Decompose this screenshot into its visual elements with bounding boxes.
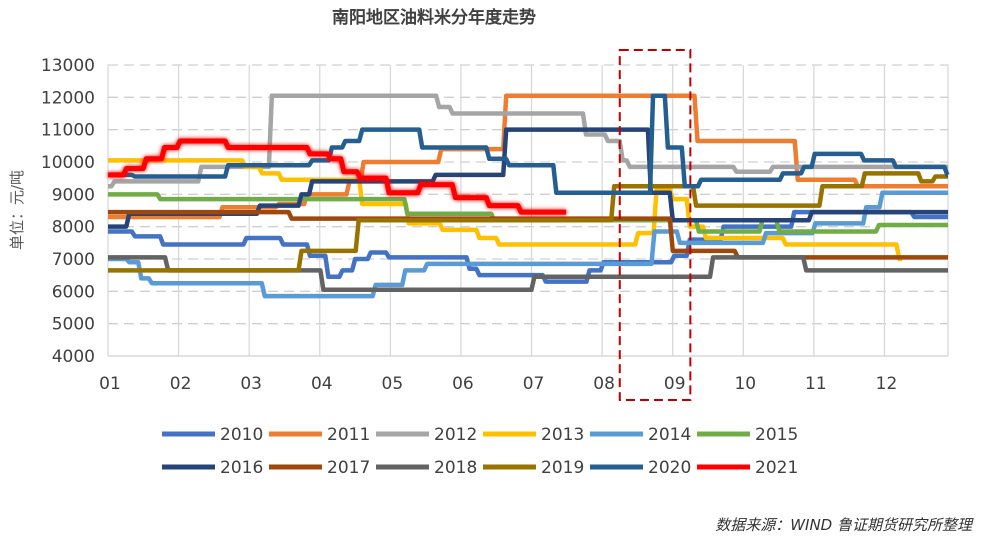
x-tick-label: 05	[382, 374, 404, 394]
legend: 2010 2011 2012 2013 2014 2015 2016 2017 2018 2019…	[162, 425, 798, 478]
x-tick-label: 11	[805, 374, 827, 394]
x-tick-label: 06	[452, 374, 474, 394]
legend-label: 2016	[220, 458, 263, 478]
series-line-2013	[108, 158, 903, 262]
legend-item-2015: 2015	[697, 425, 798, 445]
x-tick-label: 01	[99, 374, 121, 394]
series-line-2010	[108, 209, 948, 284]
y-tick-label: 8000	[52, 218, 95, 238]
series-line-2020	[108, 93, 950, 195]
series-line-2021	[108, 138, 567, 215]
x-axis-ticks: 01 02 03 04 05 06 07 08 09 10 11 12	[99, 374, 897, 394]
legend-item-2010: 2010	[162, 425, 263, 445]
y-tick-label: 6000	[52, 282, 95, 302]
legend-label: 2017	[327, 458, 370, 478]
legend-item-2017: 2017	[269, 458, 370, 478]
y-tick-label: 11000	[41, 121, 95, 141]
y-tick-label: 9000	[52, 185, 95, 205]
legend-label: 2018	[434, 458, 477, 478]
legend-label: 2014	[648, 425, 691, 445]
legend-item-2016: 2016	[162, 458, 263, 478]
x-tick-label: 02	[170, 374, 192, 394]
x-tick-label: 03	[240, 374, 262, 394]
legend-item-2020: 2020	[590, 458, 691, 478]
legend-item-2021: 2021	[697, 458, 798, 478]
legend-item-2012: 2012	[376, 425, 477, 445]
y-tick-label: 10000	[41, 153, 95, 173]
y-tick-label: 12000	[41, 88, 95, 108]
legend-label: 2015	[755, 425, 798, 445]
x-tick-label: 07	[523, 374, 545, 394]
legend-label: 2019	[541, 458, 584, 478]
legend-label: 2010	[220, 425, 263, 445]
legend-label: 2021	[755, 458, 798, 478]
y-tick-label: 13000	[41, 56, 95, 76]
legend-label: 2013	[541, 425, 584, 445]
chart-title: 南阳地区油料米分年度走势	[332, 7, 536, 28]
legend-item-2019: 2019	[483, 458, 584, 478]
source-note: 数据来源：WIND 鲁证期货研究所整理	[715, 516, 974, 534]
legend-item-2011: 2011	[269, 425, 370, 445]
series-lines	[108, 93, 950, 299]
y-tick-label: 7000	[52, 250, 95, 270]
x-tick-label: 10	[734, 374, 756, 394]
legend-label: 2012	[434, 425, 477, 445]
y-axis-ticks: 4000 5000 6000 7000 8000 9000 10000 11000 12000 1…	[41, 56, 95, 367]
x-tick-label: 08	[593, 374, 615, 394]
series-line-2015	[108, 192, 948, 234]
series-line-2019	[108, 171, 948, 273]
y-axis-label: 单位：元/吨	[8, 170, 26, 250]
legend-item-2018: 2018	[376, 458, 477, 478]
series-line-2014	[108, 190, 948, 299]
series-line-2012	[108, 93, 948, 189]
y-tick-label: 5000	[52, 315, 95, 335]
x-tick-label: 04	[311, 374, 333, 394]
legend-label: 2011	[327, 425, 370, 445]
legend-item-2014: 2014	[590, 425, 691, 445]
legend-item-2013: 2013	[483, 425, 584, 445]
x-tick-label: 09	[664, 374, 686, 394]
legend-label: 2020	[648, 458, 691, 478]
y-tick-label: 4000	[52, 347, 95, 367]
highlight-box	[618, 49, 692, 401]
x-tick-label: 12	[876, 374, 898, 394]
